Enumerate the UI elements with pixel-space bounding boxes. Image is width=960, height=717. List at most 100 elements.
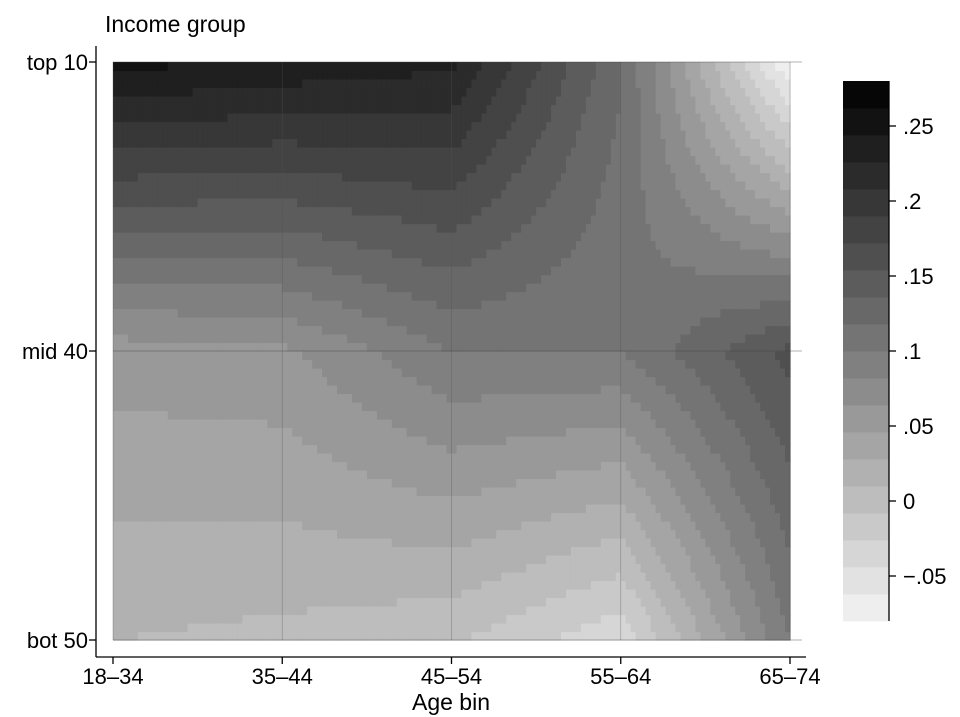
contour-cell — [142, 419, 149, 429]
contour-cell — [332, 223, 338, 233]
contour-cell — [501, 444, 507, 454]
contour-cell — [252, 597, 258, 607]
contour-cell — [167, 597, 174, 607]
contour-cell — [317, 215, 323, 225]
contour-cell — [426, 181, 433, 191]
contour-cell — [157, 62, 164, 72]
contour-cell — [456, 376, 463, 386]
contour-cell — [361, 147, 368, 157]
contour-cell — [327, 368, 333, 378]
contour-cell — [257, 402, 263, 412]
contour-cell — [262, 232, 268, 242]
contour-cell — [122, 121, 129, 131]
contour-cell — [147, 580, 154, 590]
contour-cell — [257, 240, 263, 250]
contour-cell — [192, 478, 199, 488]
contour-cell — [351, 240, 358, 250]
contour-cell — [297, 147, 303, 157]
contour-cell — [282, 232, 288, 242]
contour-cell — [202, 62, 209, 72]
contour-cell — [356, 521, 363, 531]
contour-cell — [162, 572, 169, 582]
contour-cell — [167, 206, 174, 216]
contour-cell — [401, 606, 408, 616]
contour-cell — [411, 597, 418, 607]
contour-cell — [401, 487, 408, 497]
contour-cell — [351, 96, 358, 106]
contour-cell — [137, 147, 144, 157]
contour-cell — [182, 283, 189, 293]
contour-cell — [137, 291, 144, 301]
contour-cell — [202, 223, 209, 233]
contour-cell — [351, 597, 358, 607]
contour-cell — [297, 325, 303, 335]
contour-cell — [212, 155, 219, 165]
contour-cell — [376, 504, 383, 514]
contour-cell — [297, 317, 303, 327]
contour-cell — [421, 198, 428, 208]
contour-cell — [361, 172, 368, 182]
contour-cell — [177, 113, 184, 123]
contour-cell — [202, 453, 209, 463]
contour-cell — [411, 359, 418, 369]
contour-cell — [147, 393, 154, 403]
contour-cell — [182, 580, 189, 590]
contour-cell — [182, 504, 189, 514]
contour-cell — [257, 130, 263, 140]
contour-cell — [277, 478, 283, 488]
contour-cell — [172, 529, 179, 539]
contour-cell — [346, 351, 353, 361]
contour-cell — [496, 623, 502, 633]
contour-cell — [366, 257, 373, 267]
contour-cell — [177, 614, 184, 624]
contour-cell — [267, 495, 273, 505]
contour-cell — [341, 555, 348, 565]
contour-cell — [267, 529, 273, 539]
contour-cell — [162, 113, 169, 123]
contour-cell — [436, 402, 443, 412]
contour-cell — [202, 538, 209, 548]
contour-cell — [356, 376, 363, 386]
contour-cell — [127, 572, 134, 582]
contour-cell — [222, 631, 229, 641]
contour-cell — [356, 274, 363, 284]
contour-cell — [496, 351, 502, 361]
contour-cell — [222, 317, 229, 327]
contour-cell — [207, 181, 214, 191]
contour-cell — [237, 504, 244, 514]
contour-cell — [491, 427, 497, 437]
contour-cell — [446, 181, 453, 191]
contour-cell — [496, 376, 502, 386]
contour-cell — [117, 376, 124, 386]
contour-cell — [501, 393, 507, 403]
contour-cell — [327, 393, 333, 403]
contour-cell — [366, 317, 373, 327]
contour-cell — [292, 495, 298, 505]
contour-cell — [282, 359, 288, 369]
contour-cell — [272, 342, 278, 352]
contour-cell — [142, 96, 149, 106]
contour-cell — [152, 189, 159, 199]
contour-cell — [371, 606, 378, 616]
contour-cell — [307, 461, 313, 471]
contour-cell — [302, 538, 308, 548]
contour-cell — [341, 436, 348, 446]
contour-cell — [282, 79, 288, 89]
contour-cell — [312, 104, 318, 114]
contour-cell — [127, 291, 134, 301]
contour-cell — [411, 461, 418, 471]
contour-cell — [117, 189, 124, 199]
contour-cell — [426, 606, 433, 616]
contour-cell — [287, 597, 293, 607]
contour-cell — [327, 504, 333, 514]
contour-cell — [381, 623, 388, 633]
contour-cell — [202, 317, 209, 327]
contour-cell — [142, 385, 149, 395]
contour-cell — [232, 334, 239, 344]
contour-cell — [471, 572, 477, 582]
contour-cell — [436, 274, 443, 284]
contour-cell — [322, 461, 328, 471]
contour-cell — [371, 410, 378, 420]
contour-cell — [302, 427, 308, 437]
contour-cell — [192, 546, 199, 556]
